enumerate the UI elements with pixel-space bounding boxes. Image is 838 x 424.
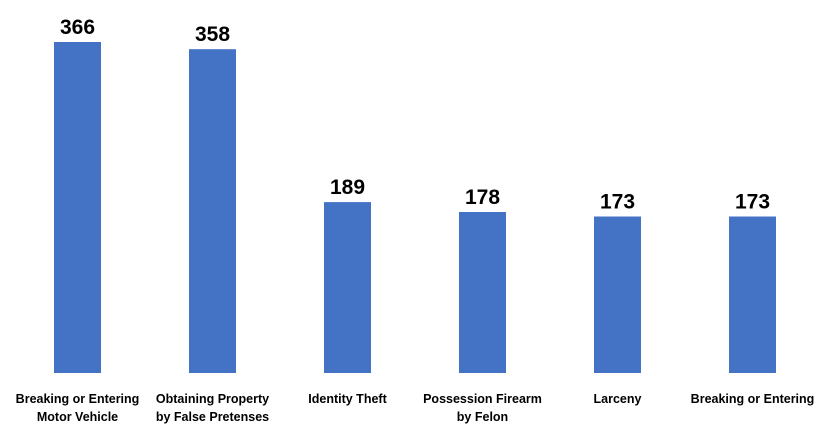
category-label-line: by Felon: [457, 410, 508, 424]
category-label-line: Breaking or Entering: [691, 392, 815, 406]
category-label-line: Obtaining Property: [156, 392, 269, 406]
category-label-line: Motor Vehicle: [37, 410, 118, 424]
bar-6: [729, 216, 776, 373]
category-label-5: Larceny: [594, 392, 642, 406]
value-label-5: 173: [600, 191, 635, 214]
category-label-line: Breaking or Entering: [16, 392, 140, 406]
category-label-4: Possession Firearm by Felon: [423, 392, 542, 424]
category-label-6: Breaking or Entering: [691, 392, 815, 406]
category-label-line: Possession Firearm: [423, 392, 542, 406]
bar-1: [54, 42, 101, 373]
bar-5: [594, 216, 641, 373]
bars-group: [54, 42, 776, 373]
bar-4: [459, 212, 506, 373]
category-labels-group: Breaking or Entering Motor Vehicle Obtaini…: [16, 392, 815, 424]
bar-3: [324, 202, 371, 373]
category-label-line: Larceny: [594, 392, 642, 406]
category-label-line: Identity Theft: [308, 392, 387, 406]
category-label-3: Identity Theft: [308, 392, 387, 406]
value-label-3: 189: [330, 176, 365, 199]
value-label-1: 366: [60, 16, 95, 39]
value-label-4: 178: [465, 186, 500, 209]
bar-2: [189, 49, 236, 373]
value-label-2: 358: [195, 23, 230, 46]
value-label-6: 173: [735, 191, 770, 214]
category-label-1: Breaking or Entering Motor Vehicle: [16, 392, 140, 424]
value-labels-group: 366 358 189 178 173 173: [60, 16, 770, 214]
category-label-2: Obtaining Property by False Pretenses: [156, 392, 269, 424]
category-label-line: by False Pretenses: [156, 410, 269, 424]
